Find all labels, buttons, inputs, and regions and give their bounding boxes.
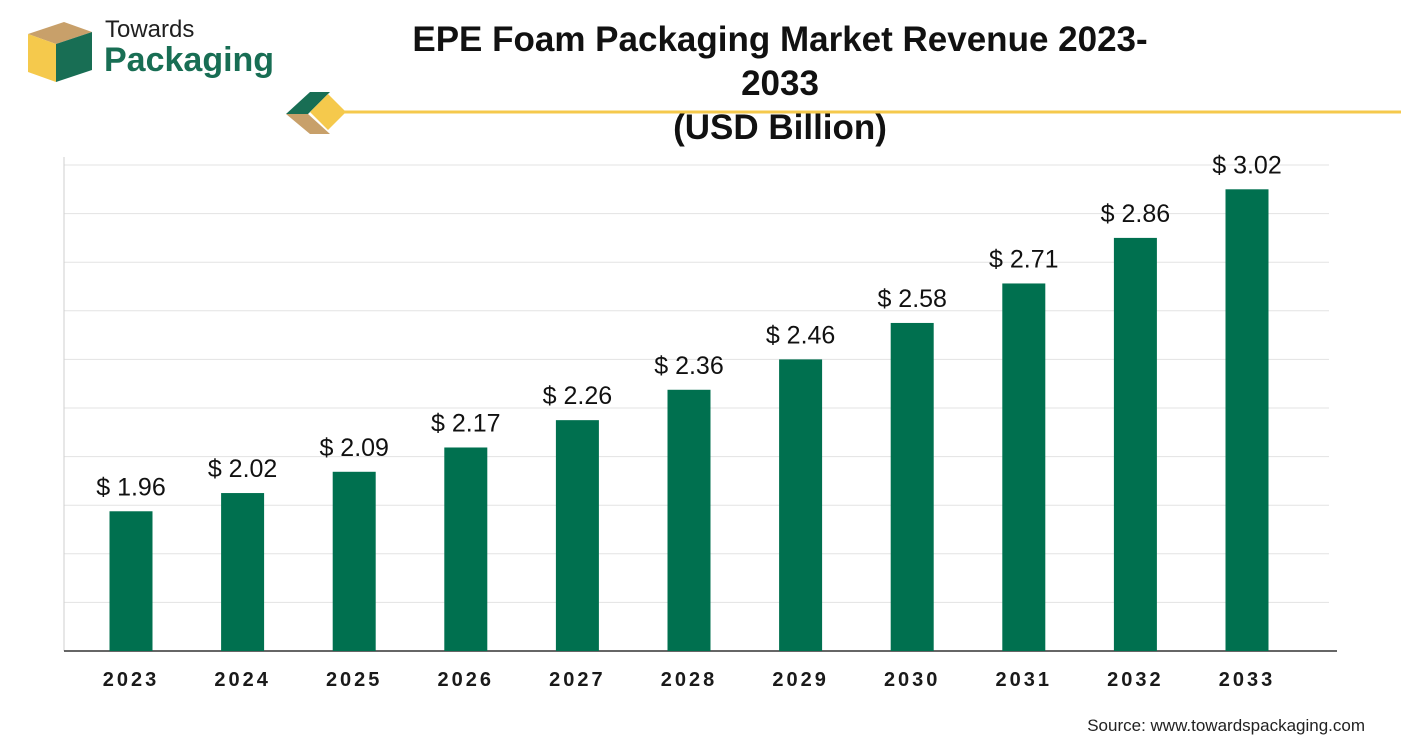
x-tick-label-2033: 2033 xyxy=(1219,669,1276,691)
bars xyxy=(109,189,1269,652)
brand-name-bottom: Packaging xyxy=(104,41,275,79)
brand-logo: Towards Packaging xyxy=(24,14,284,92)
x-tick-label-2029: 2029 xyxy=(772,669,829,691)
diamond-gold-icon xyxy=(310,94,346,130)
chart-subtitle: (USD Billion) xyxy=(673,108,887,147)
data-label-2025: $ 2.09 xyxy=(319,434,389,462)
data-label-2027: $ 2.26 xyxy=(543,382,613,410)
data-label-2031: $ 2.71 xyxy=(989,245,1059,273)
bar-2025 xyxy=(332,471,376,651)
data-label-2030: $ 2.58 xyxy=(877,285,947,313)
bar-2024 xyxy=(221,493,265,651)
data-label-2024: $ 2.02 xyxy=(208,455,278,483)
chart-title-block: EPE Foam Packaging Market Revenue 2023-2… xyxy=(380,18,1180,150)
data-label-2023: $ 1.96 xyxy=(96,473,166,501)
bar-2028 xyxy=(667,389,711,651)
x-tick-label-2024: 2024 xyxy=(214,669,271,691)
bar-2030 xyxy=(890,322,934,651)
bar-2032 xyxy=(1113,237,1157,651)
bar-2023 xyxy=(109,511,153,651)
data-label-2026: $ 2.17 xyxy=(431,409,501,437)
x-tick-labels: 2023 2024 2025 2026 2027 2028 2029 2030 2031 2032… xyxy=(103,669,1276,691)
x-tick-label-2027: 2027 xyxy=(549,669,606,691)
data-labels: $ 1.96 $ 2.02 $ 2.09 $ 2.17 $ 2.26 $ 2.36 $ 2.… xyxy=(96,151,1282,501)
x-tick-label-2026: 2026 xyxy=(438,669,495,691)
x-tick-label-2025: 2025 xyxy=(326,669,383,691)
data-label-2033: $ 3.02 xyxy=(1212,151,1282,179)
data-label-2029: $ 2.46 xyxy=(766,321,836,349)
x-tick-label-2028: 2028 xyxy=(661,669,718,691)
x-tick-label-2031: 2031 xyxy=(996,669,1053,691)
bar-2031 xyxy=(1002,283,1046,651)
x-tick-label-2023: 2023 xyxy=(103,669,160,691)
bar-2033 xyxy=(1225,189,1269,652)
data-label-2032: $ 2.86 xyxy=(1101,200,1171,228)
bar-2029 xyxy=(779,359,823,651)
bar-2027 xyxy=(555,420,599,651)
x-tick-label-2030: 2030 xyxy=(884,669,941,691)
brand-name-top: Towards xyxy=(105,16,195,43)
diamond-dark-icon xyxy=(286,92,330,114)
source-note: Source: www.towardspackaging.com xyxy=(1087,716,1365,735)
x-tick-label-2032: 2032 xyxy=(1107,669,1164,691)
header-divider xyxy=(286,92,1401,134)
bar-2026 xyxy=(444,447,488,651)
data-label-2028: $ 2.36 xyxy=(654,352,724,380)
box-logo-icon xyxy=(28,22,92,82)
diamond-tan-icon xyxy=(286,114,330,134)
chart-title: EPE Foam Packaging Market Revenue 2023-2… xyxy=(412,20,1148,103)
